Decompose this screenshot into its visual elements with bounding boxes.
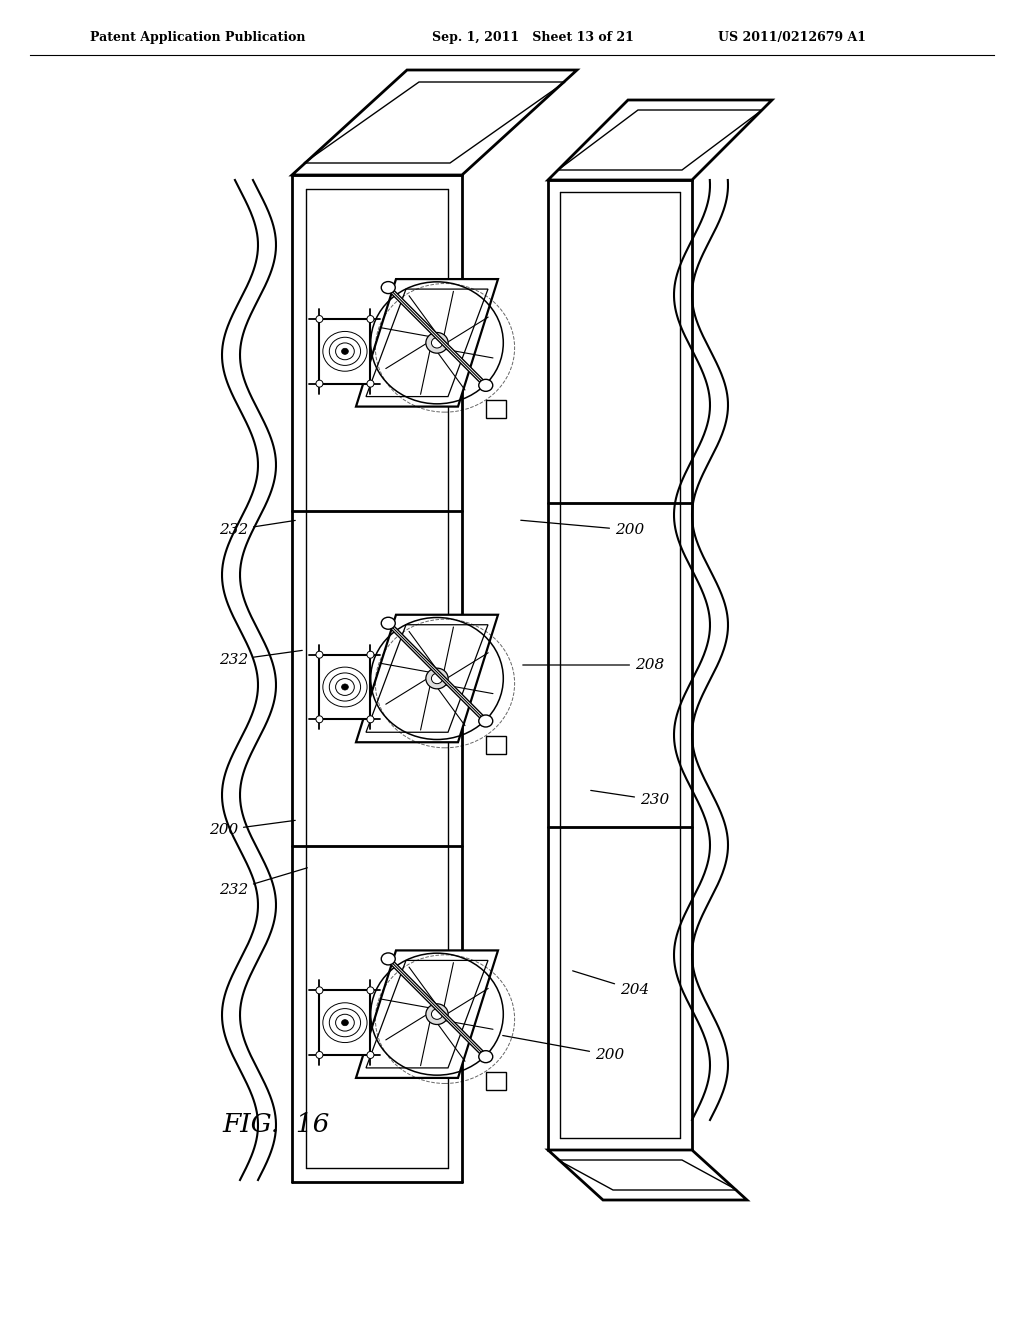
- Polygon shape: [319, 319, 371, 384]
- Text: 200: 200: [521, 520, 644, 537]
- Polygon shape: [548, 100, 772, 180]
- Ellipse shape: [479, 379, 493, 391]
- Ellipse shape: [316, 315, 323, 322]
- Polygon shape: [292, 70, 577, 176]
- Ellipse shape: [381, 953, 395, 965]
- Ellipse shape: [431, 673, 442, 684]
- Text: FIG.  16: FIG. 16: [222, 1113, 330, 1138]
- Text: Sep. 1, 2011   Sheet 13 of 21: Sep. 1, 2011 Sheet 13 of 21: [432, 30, 634, 44]
- Ellipse shape: [316, 380, 323, 387]
- Ellipse shape: [316, 651, 323, 659]
- Polygon shape: [485, 737, 506, 754]
- Ellipse shape: [342, 348, 348, 354]
- Polygon shape: [485, 1072, 506, 1090]
- Ellipse shape: [367, 651, 374, 659]
- Text: Patent Application Publication: Patent Application Publication: [90, 30, 305, 44]
- Text: 204: 204: [572, 970, 649, 997]
- Ellipse shape: [367, 987, 374, 994]
- Ellipse shape: [381, 281, 395, 293]
- Polygon shape: [356, 279, 498, 407]
- Polygon shape: [485, 400, 506, 418]
- Ellipse shape: [479, 1051, 493, 1063]
- Text: 232: 232: [219, 520, 295, 537]
- Ellipse shape: [431, 338, 442, 348]
- Polygon shape: [356, 615, 498, 742]
- Ellipse shape: [316, 1052, 323, 1059]
- Polygon shape: [548, 1150, 746, 1200]
- Text: 232: 232: [219, 651, 302, 667]
- Text: US 2011/0212679 A1: US 2011/0212679 A1: [718, 30, 866, 44]
- Ellipse shape: [426, 333, 449, 354]
- Ellipse shape: [431, 1008, 442, 1019]
- Ellipse shape: [367, 1052, 374, 1059]
- Text: 230: 230: [591, 791, 670, 807]
- Ellipse shape: [342, 684, 348, 690]
- Text: 208: 208: [523, 657, 665, 672]
- Ellipse shape: [316, 715, 323, 723]
- Polygon shape: [356, 950, 498, 1078]
- Text: 200: 200: [503, 1035, 625, 1063]
- Ellipse shape: [381, 618, 395, 630]
- Ellipse shape: [367, 715, 374, 723]
- Text: 232: 232: [219, 867, 307, 898]
- Ellipse shape: [367, 315, 374, 322]
- Polygon shape: [319, 655, 371, 719]
- Ellipse shape: [479, 715, 493, 727]
- Ellipse shape: [426, 1003, 449, 1024]
- Ellipse shape: [367, 380, 374, 387]
- Ellipse shape: [316, 987, 323, 994]
- Ellipse shape: [342, 1019, 348, 1026]
- Polygon shape: [319, 990, 371, 1055]
- Text: 200: 200: [209, 820, 295, 837]
- Ellipse shape: [426, 668, 449, 689]
